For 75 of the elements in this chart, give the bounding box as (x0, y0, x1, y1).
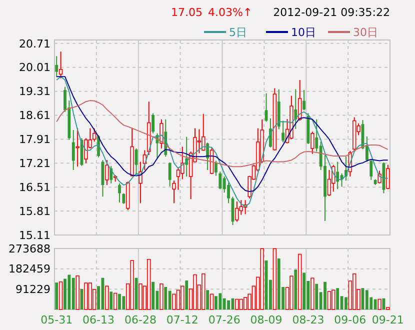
y-tick-label: 17.21 (19, 157, 50, 170)
x-tick-label: 05-31 (40, 314, 73, 326)
bar (152, 282, 154, 310)
bar (344, 297, 348, 310)
y-tick-label: 182459 (8, 262, 50, 276)
bar (336, 288, 340, 310)
bar (218, 293, 222, 310)
x-tick-label: 09-21 (372, 314, 404, 326)
candlestick (118, 182, 121, 203)
x-tick-label: 07-12 (166, 314, 198, 326)
x-tick-label: 07-26 (208, 314, 240, 326)
candlestick (227, 182, 230, 204)
legend-label: 30日 (353, 26, 378, 39)
candlestick (269, 118, 272, 148)
candlestick (176, 166, 180, 190)
bar (64, 278, 66, 310)
bar (277, 258, 280, 310)
bar (185, 280, 188, 310)
candlestick (294, 88, 298, 130)
candlestick (235, 200, 239, 222)
candlestick (168, 162, 172, 187)
candlestick (72, 129, 75, 170)
bar (294, 270, 298, 310)
bar (227, 300, 230, 310)
candlestick (218, 171, 222, 190)
bar (214, 296, 218, 310)
bar (302, 272, 306, 310)
bar (110, 292, 113, 310)
bar (206, 290, 210, 310)
text: 4.03%↑ (208, 6, 252, 19)
bar (365, 290, 368, 310)
candlestick (92, 128, 96, 142)
y-tick-label: 273688 (8, 242, 50, 256)
y-tick-label: 15.11 (19, 228, 50, 242)
candlestick (206, 142, 210, 170)
bar (315, 284, 318, 310)
text: 17.05 (171, 6, 202, 19)
x-tick-label: 06-13 (82, 314, 115, 326)
y-tick-label: 17.91 (19, 133, 50, 146)
candlestick (76, 128, 80, 168)
candlestick (327, 170, 332, 196)
candlestick (310, 131, 314, 154)
candlestick (370, 160, 373, 180)
candlestick (180, 146, 184, 180)
candlestick (152, 112, 154, 134)
bar (55, 282, 58, 310)
y-tick-label: 16.51 (19, 180, 50, 194)
candlestick (58, 51, 63, 79)
y-tick-label: 18.61 (19, 109, 50, 122)
bar (374, 299, 377, 310)
bar (72, 278, 75, 310)
x-tick-label: 08-09 (250, 314, 282, 326)
x-tick-label: 09-06 (334, 314, 366, 326)
legend-label: 5日 (229, 26, 247, 39)
bar (68, 274, 71, 310)
y-tick-label: 20.71 (19, 37, 50, 50)
bar (324, 282, 326, 310)
candlestick (105, 160, 109, 186)
candlestick (282, 120, 285, 143)
x-tick-label: 08-23 (292, 314, 324, 326)
y-tick-label: 91229 (16, 283, 50, 296)
candlestick (55, 56, 58, 78)
y-tick-label: 20.01 (19, 61, 50, 74)
candlestick (160, 118, 164, 149)
candlestick (110, 165, 113, 184)
candlestick (214, 160, 218, 176)
bar (168, 290, 172, 310)
legend-label: 10日 (291, 26, 316, 39)
candlestick (302, 89, 306, 111)
x-tick-label: 06-28 (124, 314, 156, 326)
bar (118, 294, 121, 310)
bar (164, 286, 168, 310)
chart-title: 2012-09-21 09:35:22 (273, 6, 390, 19)
y-tick-label: 15.81 (19, 204, 50, 218)
y-tick-label: 19.31 (19, 85, 50, 98)
